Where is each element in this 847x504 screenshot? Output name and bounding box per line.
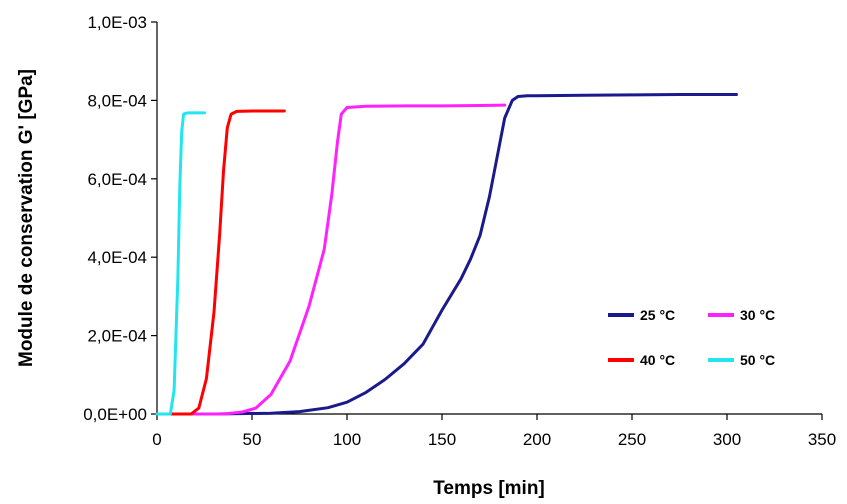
y-tick-label: 6,0E-04 (87, 170, 147, 189)
y-tick-label: 0,0E+00 (83, 405, 147, 424)
y-tick-label: 4,0E-04 (87, 248, 147, 267)
x-tick-label: 0 (152, 430, 161, 449)
series-lines (155, 93, 738, 416)
x-tick-label: 150 (428, 430, 456, 449)
series-30c-line (155, 103, 507, 416)
x-ticks: 0 50 100 150 200 250 300 350 (152, 414, 836, 449)
y-tick-label: 1,0E-03 (87, 13, 147, 32)
y-tick-label: 2,0E-04 (87, 327, 147, 346)
x-tick-label: 350 (808, 430, 836, 449)
y-axis-title: Module de conservation G' [GPa] (16, 69, 37, 367)
legend-label-50c: 50 °C (740, 352, 775, 368)
x-tick-label: 200 (523, 430, 551, 449)
series-50c-line (155, 111, 206, 416)
series-40c-line (155, 109, 286, 416)
x-tick-label: 300 (713, 430, 741, 449)
x-tick-label: 100 (333, 430, 361, 449)
x-axis-title: Temps [min] (433, 478, 545, 499)
legend-label-30c: 30 °C (740, 307, 775, 323)
legend-label-25c: 25 °C (640, 307, 675, 323)
legend-label-40c: 40 °C (640, 352, 675, 368)
x-tick-label: 50 (243, 430, 262, 449)
y-ticks: 0,0E+00 2,0E-04 4,0E-04 6,0E-04 8,0E-04 1,0E-… (83, 13, 157, 424)
x-tick-label: 250 (618, 430, 646, 449)
legend: 25 °C 30 °C 40 °C 50 °C (608, 307, 775, 368)
y-tick-label: 8,0E-04 (87, 91, 147, 110)
series-25c-line (155, 93, 738, 416)
